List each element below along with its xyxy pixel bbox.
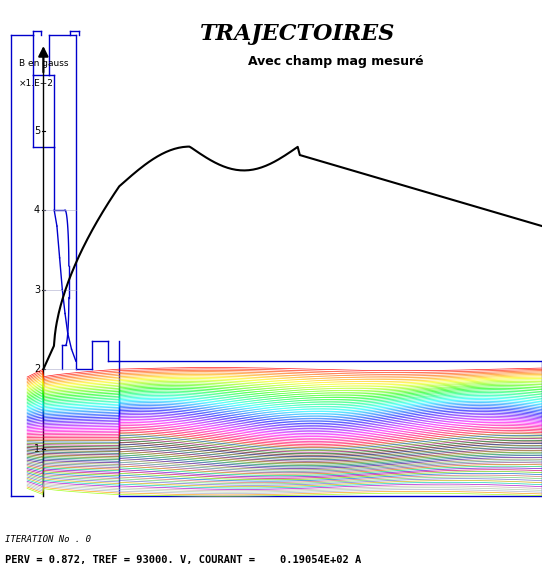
Text: B en gauss: B en gauss — [19, 59, 68, 68]
Text: Avec champ mag mesuré: Avec champ mag mesuré — [248, 55, 424, 68]
Text: 5: 5 — [34, 126, 40, 135]
Text: 3: 3 — [34, 285, 40, 294]
Text: ×1.E+2: ×1.E+2 — [19, 79, 54, 87]
Text: ITERATION No . 0: ITERATION No . 0 — [5, 536, 92, 544]
Text: 1: 1 — [34, 444, 40, 453]
Text: PERV = 0.872, TREF = 93000. V, COURANT =    0.19054E+02 A: PERV = 0.872, TREF = 93000. V, COURANT =… — [5, 554, 362, 564]
Text: 4: 4 — [34, 205, 40, 215]
Text: 2: 2 — [34, 364, 40, 374]
Text: TRAJECTOIRES: TRAJECTOIRES — [201, 24, 396, 45]
